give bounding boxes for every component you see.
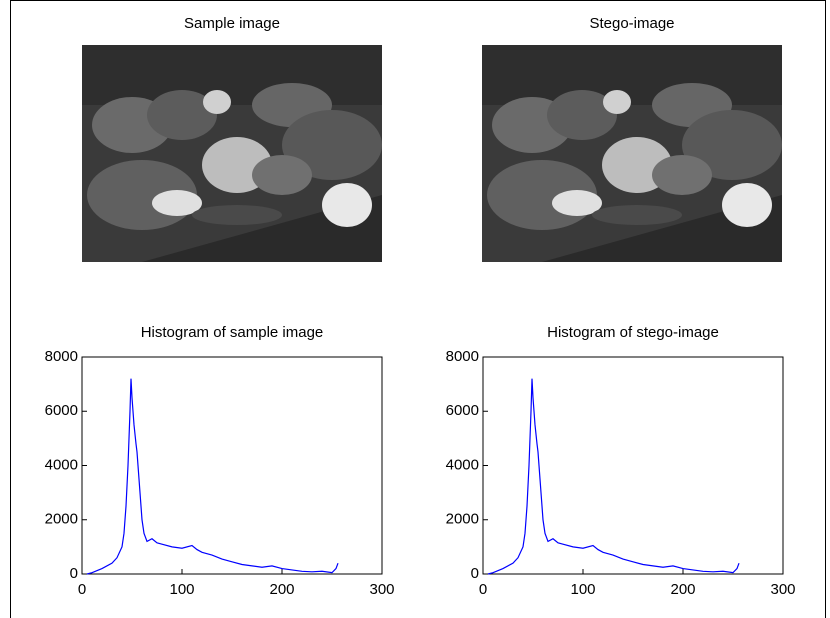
- x-tick-label: 200: [269, 581, 294, 598]
- x-tick-label: 300: [369, 581, 394, 598]
- y-tick-label: 2000: [45, 511, 78, 528]
- x-tick-label: 200: [670, 581, 695, 598]
- sample-image: [82, 45, 382, 262]
- image-title: Sample image: [184, 15, 280, 32]
- y-tick-label: 4000: [45, 456, 78, 473]
- y-tick-label: 6000: [45, 402, 78, 419]
- axes-box: [82, 357, 382, 574]
- page: Sample image Stego-image Histogram of sa…: [0, 0, 830, 618]
- axes-box: [483, 357, 783, 574]
- y-tick-label: 4000: [446, 456, 479, 473]
- x-tick-label: 300: [770, 581, 795, 598]
- x-tick-label: 100: [570, 581, 595, 598]
- x-tick-label: 0: [479, 581, 487, 598]
- x-tick-label: 100: [169, 581, 194, 598]
- y-tick-label: 6000: [446, 402, 479, 419]
- figure: Sample image Stego-image Histogram of sa…: [0, 0, 830, 618]
- y-tick-label: 0: [471, 565, 479, 582]
- y-tick-label: 8000: [446, 348, 479, 365]
- chart-title: Histogram of sample image: [141, 324, 324, 341]
- image-title: Stego-image: [589, 15, 674, 32]
- x-tick-label: 0: [78, 581, 86, 598]
- stego-image: [482, 45, 782, 262]
- chart-title: Histogram of stego-image: [547, 324, 719, 341]
- y-tick-label: 0: [70, 565, 78, 582]
- y-tick-label: 8000: [45, 348, 78, 365]
- y-tick-label: 2000: [446, 511, 479, 528]
